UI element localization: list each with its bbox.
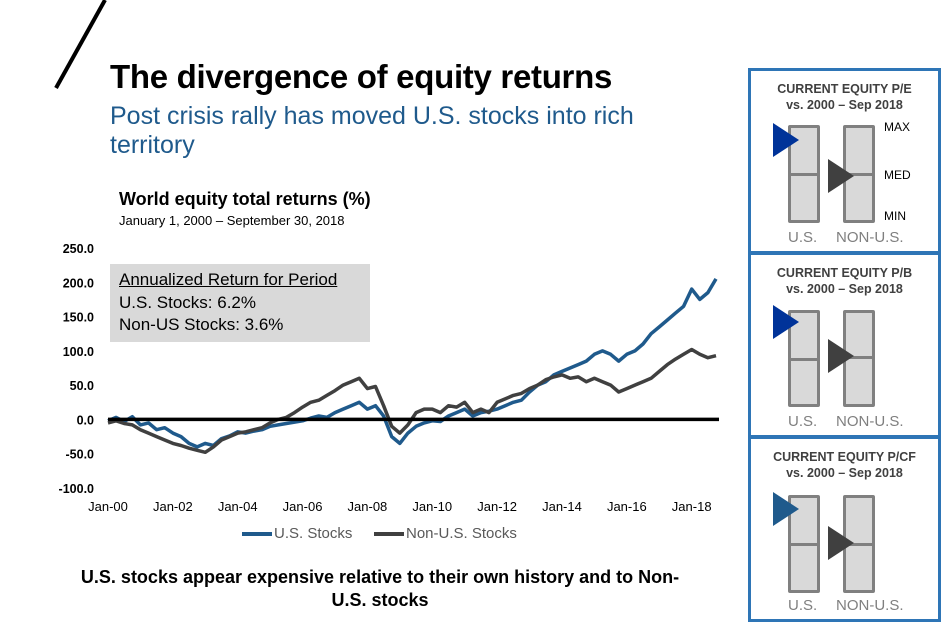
y-tick-label: 200.0: [63, 276, 94, 290]
page-title: The divergence of equity returns: [110, 58, 613, 95]
x-tick-label: Jan-02: [153, 499, 193, 514]
scale-max: MAX: [884, 120, 911, 134]
panel-pe-non-us-label: NON-U.S.: [836, 229, 904, 246]
panel-pe-title-line2: vs. 2000 – Sep 2018: [786, 98, 903, 112]
y-tick-label: -50.0: [66, 448, 95, 462]
legend-swatch-us: [242, 531, 272, 536]
panel-pe-non-us-marker-icon: [828, 159, 854, 193]
x-tick-label: Jan-16: [607, 499, 647, 514]
x-tick-label: Jan-18: [672, 499, 712, 514]
panel-pb-title-line2: vs. 2000 – Sep 2018: [786, 282, 903, 296]
chart-subtitle: January 1, 2000 – September 30, 2018: [119, 213, 345, 228]
panel-pb-us-bar: [788, 310, 820, 407]
decorative-slash: [54, 0, 107, 89]
panel-pcf-us-marker-icon: [773, 492, 799, 526]
y-tick-label: 150.0: [63, 311, 94, 325]
panel-pcf-non-us-label: NON-U.S.: [836, 597, 904, 614]
x-tick-label: Jan-10: [412, 499, 452, 514]
panel-pcf-us-label: U.S.: [788, 597, 818, 614]
legend-swatch-non-us: [374, 531, 404, 536]
panel-pb-non-us-marker-icon: [828, 339, 854, 373]
panel-pb-title: CURRENT EQUITY P/B vs. 2000 – Sep 2018: [751, 265, 938, 297]
x-tick-label: Jan-08: [348, 499, 388, 514]
panel-pb-us-label: U.S.: [788, 413, 818, 430]
y-tick-label: -100.0: [59, 482, 94, 496]
y-tick-label: 0.0: [77, 413, 94, 427]
panel-pe: CURRENT EQUITY P/E vs. 2000 – Sep 2018 M…: [748, 68, 941, 254]
legend-label-non-us: Non-U.S. Stocks: [406, 525, 517, 542]
y-tick-label: 250.0: [63, 242, 94, 256]
annotation-heading: Annualized Return for Period: [119, 270, 338, 289]
x-tick-label: Jan-00: [88, 499, 128, 514]
annotation-us: U.S. Stocks: 6.2%: [119, 293, 256, 312]
panel-pb: CURRENT EQUITY P/B vs. 2000 – Sep 2018 U…: [748, 252, 941, 438]
panel-pe-us-marker-icon: [773, 123, 799, 157]
conclusion-text: U.S. stocks appear expensive relative to…: [80, 567, 680, 610]
panel-pb-non-us-label: NON-U.S.: [836, 413, 904, 430]
scale-min: MIN: [884, 209, 906, 223]
panel-pe-title: CURRENT EQUITY P/E vs. 2000 – Sep 2018: [751, 81, 938, 113]
series-line-non-us: [107, 347, 717, 455]
panel-pb-us-marker-icon: [773, 305, 799, 339]
legend-item-non-us: Non-U.S. Stocks: [374, 525, 517, 542]
x-tick-label: Jan-14: [542, 499, 582, 514]
panel-pcf-title-line1: CURRENT EQUITY P/CF: [773, 450, 916, 464]
x-tick-label: Jan-12: [477, 499, 517, 514]
scale-med: MED: [884, 168, 911, 182]
panel-pcf-non-us-marker-icon: [828, 526, 854, 560]
annualized-return-box: Annualized Return for Period U.S. Stocks…: [110, 264, 370, 342]
y-tick-label: 50.0: [70, 379, 94, 393]
line-chart: 250.0 200.0 150.0 100.0 50.0 0.0 -50.0 -100.0 Ja…: [59, 242, 719, 514]
legend-label-us: U.S. Stocks: [274, 525, 353, 542]
panel-pcf-title: CURRENT EQUITY P/CF vs. 2000 – Sep 2018: [751, 449, 938, 481]
panel-pe-us-label: U.S.: [788, 229, 818, 246]
x-tick-label: Jan-04: [218, 499, 258, 514]
legend-item-us: U.S. Stocks: [242, 525, 352, 542]
panel-pe-title-line1: CURRENT EQUITY P/E: [777, 82, 912, 96]
x-tick-label: Jan-06: [283, 499, 323, 514]
page-subtitle: Post crisis rally has moved U.S. stocks …: [110, 102, 634, 159]
chart-title: World equity total returns (%): [119, 189, 371, 209]
panel-pcf: CURRENT EQUITY P/CF vs. 2000 – Sep 2018 …: [748, 436, 941, 622]
panel-pb-title-line1: CURRENT EQUITY P/B: [776, 266, 913, 280]
series-line-us: [107, 278, 718, 449]
annotation-non-us: Non-US Stocks: 3.6%: [119, 315, 284, 334]
panel-pcf-title-line2: vs. 2000 – Sep 2018: [786, 466, 903, 480]
y-tick-label: 100.0: [63, 345, 94, 359]
